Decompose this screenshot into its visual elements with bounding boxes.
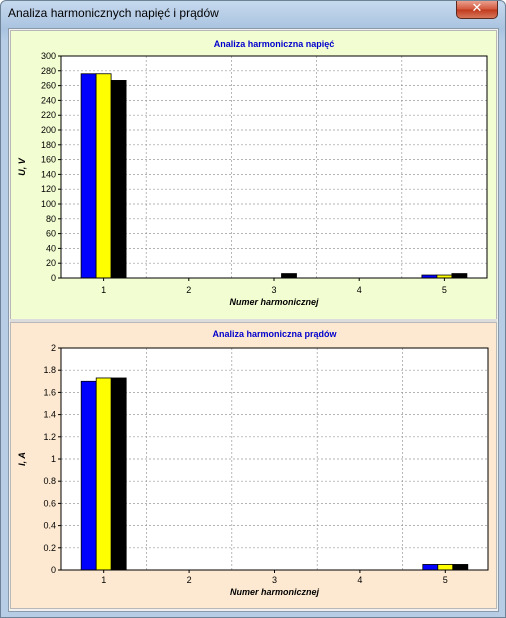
y-tick-label: 80 (46, 214, 56, 224)
chart-title: Analiza harmoniczna napięć (214, 39, 335, 49)
voltage-harmonics-panel: Analiza harmoniczna napięć 0 20 40 60 80 100 12… (10, 30, 497, 320)
x-tick-label: 3 (272, 575, 277, 585)
y-tick-label: 240 (41, 95, 56, 105)
y-tick-label: 280 (41, 66, 56, 76)
y-tick-label: 40 (46, 243, 56, 253)
y-tick-label: 0.6 (43, 498, 56, 508)
x-tick-label: 1 (101, 575, 106, 585)
x-tick-label: 2 (186, 285, 191, 295)
y-tick-label: 1.2 (43, 432, 56, 442)
y-tick-label: 1.8 (43, 365, 56, 375)
voltage-harmonics-chart: Analiza harmoniczna napięć02040608010012… (17, 39, 488, 307)
bar-phase1 (80, 380, 97, 571)
x-axis-label: Numer harmonicznej (229, 297, 319, 307)
y-tick-label: 0 (51, 273, 56, 283)
x-tick-label: 4 (357, 575, 362, 585)
bar-phase1 (80, 73, 97, 279)
y-tick-label: 1.6 (43, 387, 56, 397)
y-tick-label: 0.4 (43, 521, 56, 531)
chart-title: Analiza harmoniczna prądów (212, 329, 337, 339)
y-axis-label: I, A (17, 452, 27, 466)
y-tick-label: 60 (46, 229, 56, 239)
bar-phase3 (110, 80, 127, 279)
y-tick-label: 160 (41, 155, 56, 165)
bar-phase3 (281, 273, 297, 279)
y-tick-label: 100 (41, 199, 56, 209)
close-icon: ✕ (471, 1, 483, 16)
y-tick-label: 200 (41, 125, 56, 135)
x-tick-label: 2 (187, 575, 192, 585)
bar-phase2 (95, 73, 112, 279)
x-tick-label: 5 (443, 575, 448, 585)
bar-phase1 (422, 564, 439, 571)
x-tick-label: 5 (442, 285, 447, 295)
window-client-area: Analiza harmoniczna napięć 0 20 40 60 80 100 12… (8, 28, 499, 612)
y-tick-label: 180 (41, 140, 56, 150)
y-tick-label: 0.8 (43, 476, 56, 486)
y-tick-label: 1 (51, 454, 56, 464)
y-tick-label: 2 (51, 343, 56, 353)
y-tick-label: 220 (41, 110, 56, 120)
current-harmonics-panel: Analiza harmoniczna prądów 0 0.2 0.4 0.6 0.8 1… (10, 322, 497, 609)
x-axis-label: Numer harmonicznej (230, 587, 320, 597)
y-tick-label: 140 (41, 169, 56, 179)
close-button[interactable]: ✕ (456, 1, 498, 19)
bar-phase3 (110, 377, 127, 571)
bar-phase3 (452, 564, 469, 571)
y-tick-label: 120 (41, 184, 56, 194)
x-tick-label: 3 (271, 285, 276, 295)
y-tick-label: 20 (46, 258, 56, 268)
x-tick-label: 4 (357, 285, 362, 295)
panel-splitter[interactable] (10, 319, 497, 322)
title-bar[interactable]: Analiza harmonicznych napięć i prądów ✕ (1, 1, 505, 27)
bar-phase2 (437, 564, 454, 571)
y-tick-label: 0.2 (43, 543, 56, 553)
plot-area (61, 56, 487, 278)
bar-phase3 (451, 273, 468, 279)
y-tick-label: 1.4 (43, 410, 56, 420)
plot-frame (60, 55, 488, 279)
y-tick-label: 0 (51, 565, 56, 575)
x-tick-label: 1 (101, 285, 106, 295)
bar-phase2 (95, 377, 112, 571)
window-title: Analiza harmonicznych napięć i prądów (8, 6, 219, 20)
y-tick-label: 300 (41, 51, 56, 61)
current-harmonics-chart: Analiza harmoniczna prądów 0 0.2 0.4 0.6 0.8 1… (17, 329, 489, 597)
y-axis-label: U, V (17, 157, 27, 176)
plot-frame (60, 347, 489, 571)
y-tick-label: 260 (41, 81, 56, 91)
